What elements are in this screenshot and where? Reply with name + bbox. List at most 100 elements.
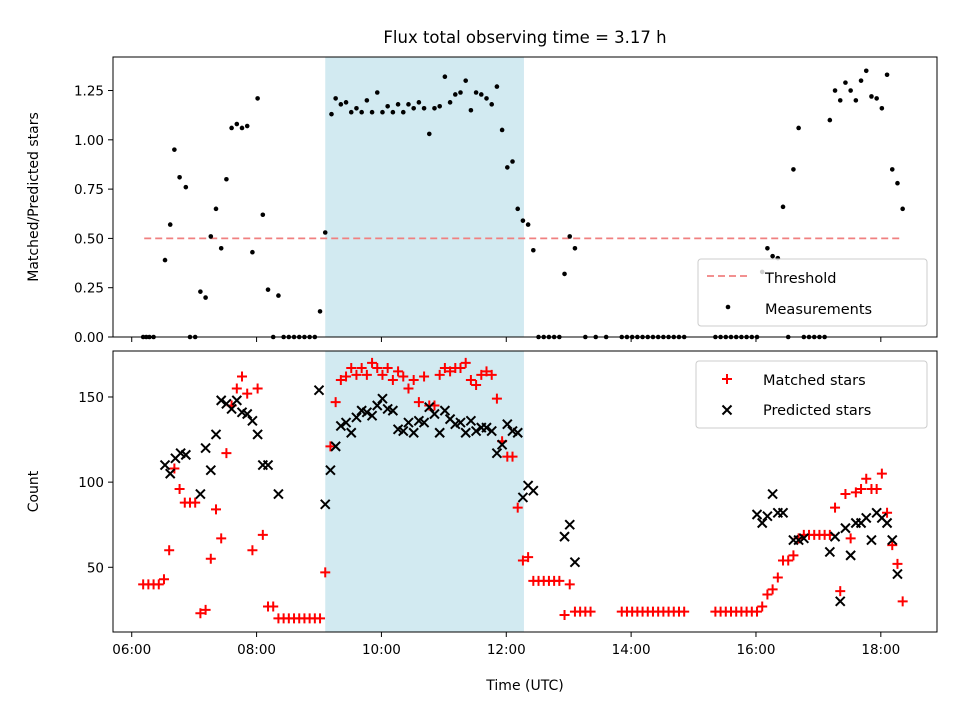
matched-point bbox=[398, 371, 409, 382]
y-tick-label: 0.75 bbox=[74, 182, 104, 198]
y-tick-label: 0.50 bbox=[74, 231, 104, 247]
matched-point bbox=[585, 606, 596, 617]
measurement-point bbox=[250, 249, 255, 255]
predicted-point bbox=[205, 465, 217, 476]
measurement-point bbox=[229, 125, 234, 131]
predicted-point bbox=[195, 488, 206, 500]
measurement-point bbox=[827, 117, 833, 123]
matched-point bbox=[330, 397, 341, 408]
predicted-point bbox=[502, 419, 513, 430]
measurement-point bbox=[479, 92, 484, 97]
matched-point bbox=[377, 369, 388, 380]
predicted-point bbox=[252, 429, 263, 440]
x-tick-label: 10:00 bbox=[362, 642, 401, 658]
measurement-point bbox=[203, 295, 208, 300]
matched-point bbox=[767, 584, 778, 595]
highlight-span bbox=[325, 351, 524, 632]
measurement-point bbox=[889, 167, 895, 172]
measurement-point bbox=[276, 293, 281, 298]
measurement-point bbox=[853, 98, 859, 103]
measurement-point bbox=[224, 176, 229, 182]
legend-box bbox=[697, 258, 928, 327]
measurement-point bbox=[791, 167, 796, 172]
predicted-point bbox=[215, 395, 227, 406]
predicted-point bbox=[455, 417, 466, 428]
predicted-point bbox=[210, 429, 222, 440]
predicted-point bbox=[460, 427, 471, 438]
matched-point bbox=[169, 463, 180, 474]
predicted-point bbox=[180, 449, 192, 461]
measurement-point bbox=[473, 90, 479, 95]
matched-point bbox=[158, 574, 169, 585]
measurement-point bbox=[562, 271, 567, 277]
matched-point bbox=[195, 608, 206, 619]
measurement-point bbox=[343, 100, 349, 105]
predicted-point bbox=[165, 468, 176, 479]
measurement-point bbox=[895, 180, 900, 186]
predicted-point bbox=[840, 522, 851, 534]
matched-point bbox=[413, 397, 424, 408]
matched-point bbox=[257, 529, 268, 540]
measurement-point bbox=[338, 102, 344, 107]
measurement-point bbox=[359, 109, 364, 115]
measurement-point bbox=[505, 165, 510, 170]
measurement-point bbox=[177, 174, 182, 180]
predicted-point bbox=[829, 531, 841, 542]
measurement-point bbox=[874, 96, 879, 101]
matched-point bbox=[351, 369, 362, 380]
matched-point bbox=[512, 502, 523, 513]
measurement-point bbox=[348, 109, 354, 115]
measurement-point bbox=[421, 105, 427, 111]
predicted-point bbox=[887, 534, 898, 546]
predicted-point bbox=[517, 492, 529, 503]
matched-point bbox=[164, 545, 175, 556]
matched-point bbox=[835, 586, 846, 597]
y-tick-label: 100 bbox=[78, 475, 104, 491]
matched-point bbox=[772, 572, 783, 583]
matched-point bbox=[346, 363, 357, 374]
axes-frame bbox=[112, 56, 938, 338]
predicted-point bbox=[330, 441, 341, 452]
matched-point bbox=[554, 575, 565, 586]
measurement-point bbox=[452, 92, 458, 97]
measurement-point bbox=[484, 96, 489, 101]
y-tick-label: 1.25 bbox=[74, 84, 104, 100]
predicted-point bbox=[313, 384, 325, 396]
matched-point bbox=[205, 553, 216, 564]
predicted-point bbox=[247, 415, 258, 427]
measurement-point bbox=[172, 147, 177, 152]
measurement-point bbox=[843, 80, 848, 85]
predicted-point bbox=[340, 417, 352, 428]
legend-predicted-swatch bbox=[721, 404, 733, 416]
matched-point bbox=[486, 369, 497, 380]
measurement-point bbox=[837, 98, 843, 103]
predicted-point bbox=[496, 439, 508, 450]
measurement-point bbox=[447, 100, 453, 105]
predicted-point bbox=[881, 517, 893, 529]
measurement-point bbox=[458, 90, 463, 95]
x-axis-label: Time (UTC) bbox=[485, 678, 563, 694]
matched-point bbox=[559, 609, 570, 620]
x-tick-label: 08:00 bbox=[237, 642, 276, 658]
matched-point bbox=[762, 589, 773, 600]
matched-point bbox=[679, 606, 690, 617]
highlight-span bbox=[325, 57, 524, 337]
predicted-point bbox=[418, 417, 430, 428]
y-axis-label: Count bbox=[26, 470, 42, 512]
predicted-point bbox=[320, 499, 331, 510]
matched-point bbox=[320, 567, 331, 578]
measurement-point bbox=[426, 131, 432, 137]
predicted-point bbox=[564, 519, 575, 530]
predicted-point bbox=[559, 531, 570, 542]
legend-label-predicted: Predicted stars bbox=[763, 403, 871, 419]
matched-point bbox=[200, 604, 211, 615]
predicted-point bbox=[424, 401, 435, 413]
matched-point bbox=[356, 363, 367, 374]
predicted-point bbox=[159, 459, 171, 471]
predicted-point bbox=[273, 488, 284, 500]
matched-point bbox=[216, 533, 227, 544]
matched-point bbox=[445, 366, 456, 377]
matched-point bbox=[382, 363, 393, 374]
measurement-point bbox=[411, 105, 416, 111]
